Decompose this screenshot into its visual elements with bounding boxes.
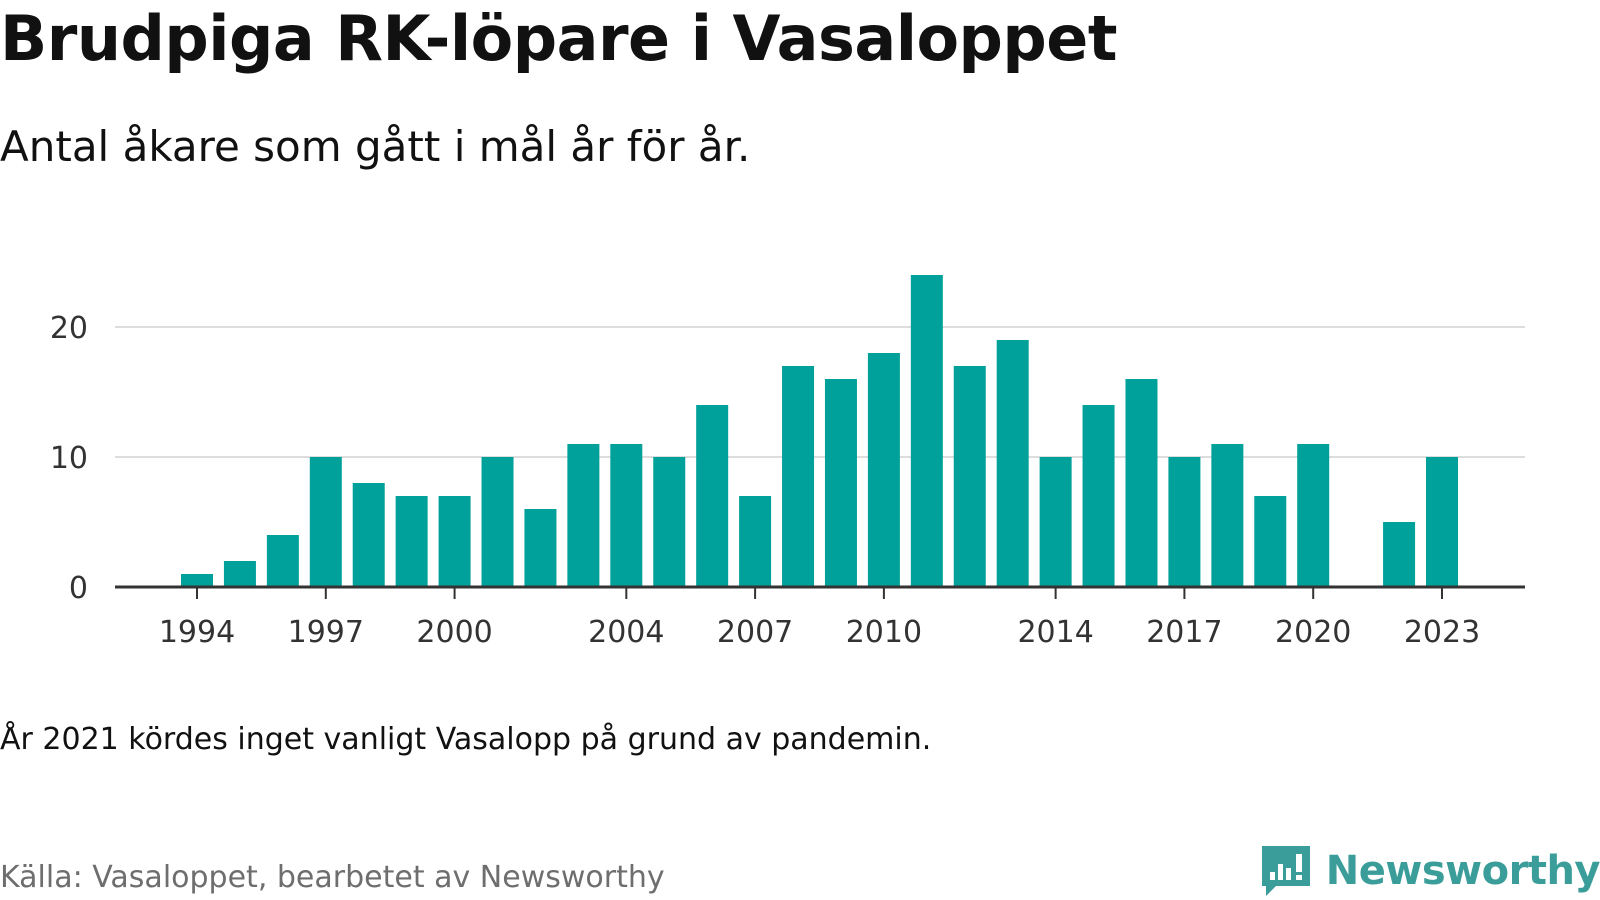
bar-2017	[1168, 457, 1201, 587]
chart-title: Brudpiga RK-löpare i Vasaloppet	[0, 2, 1118, 75]
bar-2010	[867, 353, 900, 587]
x-tick-label: 2010	[846, 615, 922, 650]
bar-1998	[352, 483, 385, 587]
source-credit: Källa: Vasaloppet, bearbetet av Newswort…	[0, 860, 665, 895]
bar-2022	[1383, 522, 1416, 587]
bar-2008	[782, 366, 815, 587]
bar-chart: 0 10 20 1994 1997 2000 2004 2007 2010 2014 2017 202…	[50, 275, 1525, 650]
x-tick-label: 1994	[159, 615, 235, 650]
bar-2011	[910, 275, 943, 587]
axes: 0 10 20 1994 1997 2000 2004 2007 2010 2014 2017 202…	[50, 311, 1525, 650]
y-tick-label: 20	[50, 311, 88, 346]
brand-logo: Newsworthy	[1258, 842, 1600, 900]
x-tick-label: 1997	[288, 615, 364, 650]
gridlines	[115, 326, 1525, 458]
bar-2001	[481, 457, 514, 587]
brand-name: Newsworthy	[1325, 848, 1600, 894]
bar-2012	[953, 366, 986, 587]
y-tick-label: 10	[50, 441, 88, 476]
bar-1994	[181, 574, 213, 587]
bar-2002	[524, 509, 557, 587]
bar-2007	[739, 496, 772, 587]
bar-1997	[309, 457, 342, 587]
bar-1995	[223, 561, 256, 587]
bar-2014	[1039, 457, 1072, 587]
x-tick-label: 2014	[1017, 615, 1093, 650]
bar-2019	[1254, 496, 1287, 587]
x-tick-label: 2017	[1146, 615, 1222, 650]
bar-2015	[1082, 405, 1115, 587]
bar-2006	[696, 405, 729, 587]
x-tick-label: 2007	[717, 615, 793, 650]
x-tick-label: 2004	[588, 615, 664, 650]
x-tick-label: 2020	[1275, 615, 1351, 650]
bar-2018	[1211, 444, 1244, 587]
bar-2003	[567, 444, 600, 587]
newsworthy-logo-icon	[1261, 846, 1310, 896]
bar-2016	[1125, 379, 1158, 587]
bar-2020	[1297, 444, 1330, 587]
bar-2013	[996, 340, 1029, 587]
bar-2009	[824, 379, 857, 587]
y-tick-label: 0	[69, 571, 88, 606]
bars	[181, 275, 1458, 587]
bar-2000	[438, 496, 471, 587]
bar-2023	[1426, 457, 1458, 587]
footnote: År 2021 kördes inget vanligt Vasalopp på…	[0, 722, 932, 757]
bar-1996	[266, 535, 299, 587]
x-tick-label: 2023	[1404, 615, 1480, 650]
chart-subtitle: Antal åkare som gått i mål år för år.	[0, 122, 751, 171]
x-tick-label: 2000	[416, 615, 492, 650]
bar-1999	[395, 496, 428, 587]
bar-2005	[653, 457, 686, 587]
bar-2004	[610, 444, 643, 587]
